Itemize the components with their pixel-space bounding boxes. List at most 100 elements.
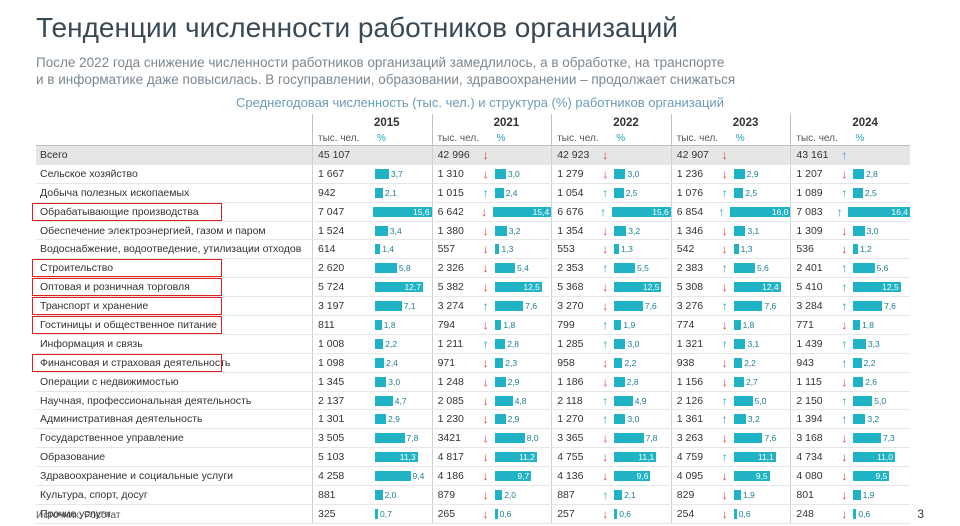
unit-percent-label: % — [735, 132, 745, 144]
share-bar-cell: 7,6 — [493, 297, 552, 315]
year-cell: 1 285 ↑ 3,0 — [551, 334, 671, 353]
share-bar — [853, 414, 866, 425]
share-bar — [733, 301, 763, 312]
arrow-down-icon: ↓ — [482, 166, 489, 181]
table-row: Культура, спорт, досуг 881 2,0 879 ↓ 2,0 887 ↑ 2… — [36, 486, 910, 505]
share-value: 5,0 — [754, 395, 767, 406]
headcount-value: 2 353 — [557, 262, 584, 275]
share-bar-cell: 1,9 — [612, 316, 671, 334]
headcount-value: 557 — [437, 243, 456, 256]
row-label: Здравоохранение и социальные услуги — [40, 470, 234, 483]
arrow-down-icon: ↓ — [841, 487, 848, 502]
arrow-down-icon: ↓ — [721, 242, 728, 257]
share-value: 1,8 — [862, 319, 874, 330]
arrow-down-icon: ↓ — [482, 280, 489, 295]
headcount-value: 553 — [557, 243, 575, 256]
year-cell: 1 207 ↓ 2,8 — [790, 164, 910, 183]
share-bar — [614, 433, 644, 444]
share-bar-cell: 2,5 — [612, 184, 671, 202]
arrow-up-icon: ↑ — [841, 336, 848, 351]
arrow-down-icon: ↓ — [841, 469, 848, 484]
share-bar-cell: 1,4 — [373, 240, 432, 258]
year-cell: 2 085 ↓ 4,8 — [431, 391, 552, 410]
share-bar-cell: 1,8 — [373, 316, 432, 334]
row-label: Операции с недвижимостью — [40, 375, 179, 388]
share-bar — [853, 168, 864, 179]
share-value: 2,9 — [388, 414, 400, 425]
arrow-down-icon: ↓ — [482, 393, 489, 408]
share-bar — [853, 508, 857, 519]
share-bar: 11,1 — [614, 452, 657, 463]
arrow-down-icon: ↓ — [602, 355, 609, 370]
year-cell: 6 642 ↓ 15,4 — [431, 202, 552, 221]
year-cell: 1 524 3,4 — [312, 221, 432, 240]
year-cell: 771 ↓ 1,8 — [790, 316, 910, 334]
arrow-up-icon: ↑ — [841, 261, 848, 276]
headcount-value: 1 345 — [318, 375, 345, 388]
headcount-value: 42 923 — [557, 148, 590, 161]
share-bar — [733, 395, 753, 406]
row-label: Научная, профессиональная деятельность — [40, 394, 252, 407]
headcount-value: 254 — [676, 507, 695, 520]
share-value: 16,0 — [771, 206, 789, 217]
headcount-value: 1 354 — [557, 224, 584, 237]
share-bar-cell: 2,0 — [493, 486, 552, 504]
share-bar — [375, 471, 411, 482]
year-cell: 5 103 11,3 — [312, 448, 432, 467]
share-bar-cell: 1,8 — [851, 316, 910, 334]
share-bar-cell: 1,9 — [851, 486, 910, 504]
row-label: Образование — [40, 451, 106, 464]
unit-header: тыс. чел.% — [431, 131, 552, 145]
year-cell: 1 321 ↑ 3,1 — [670, 334, 791, 353]
share-bar — [853, 489, 861, 500]
arrow-down-icon: ↓ — [602, 506, 609, 521]
arrow-up-icon: ↑ — [602, 336, 609, 351]
share-bar-cell: 3,0 — [851, 222, 910, 240]
headcount-value: 4 095 — [676, 470, 704, 483]
year-cell: 1 310 ↓ 3,0 — [431, 164, 552, 183]
headcount-value: 45 107 — [318, 148, 351, 161]
headcount-value: 3 197 — [318, 300, 345, 313]
share-bar-cell: 11,1 — [732, 448, 791, 466]
total-row: Всего 45 107 42 996 ↓ 42 923 ↓ 42 907 ↓ 43 161 ↑ — [36, 146, 910, 165]
share-bar-cell: 5,6 — [851, 259, 910, 277]
share-bar: 12,5 — [853, 282, 901, 293]
headcount-value: 2 085 — [437, 394, 464, 407]
share-value: 3,2 — [747, 414, 760, 425]
headcount-value: 1 270 — [557, 413, 584, 426]
share-bar: 12,5 — [494, 282, 542, 293]
unit-count-label: тыс. чел. — [796, 132, 838, 144]
year-cell: 2 118 ↑ 4,9 — [551, 391, 671, 410]
headcount-value: 1 301 — [318, 413, 345, 426]
share-bar — [733, 187, 744, 198]
share-value: 11,1 — [638, 452, 655, 463]
headcount-value: 1 115 — [796, 375, 822, 388]
share-bar — [494, 225, 507, 236]
share-bar-cell: 12,7 — [373, 278, 432, 296]
unit-header: тыс. чел.% — [790, 131, 910, 145]
share-value: 7,3 — [882, 433, 895, 444]
share-value: 2,2 — [385, 338, 398, 349]
share-bar — [853, 433, 881, 444]
year-cell: 557 ↓ 1,3 — [431, 240, 552, 259]
share-value: 7,6 — [764, 433, 777, 444]
year-cell: 2 137 4,7 — [312, 391, 432, 410]
share-bar — [494, 433, 525, 444]
unit-percent-label: % — [855, 132, 865, 144]
highlight-frame — [32, 278, 222, 297]
share-bar-cell: 12,5 — [851, 278, 910, 296]
year-cell: 1 186 ↓ 2,8 — [551, 372, 671, 391]
share-value: 4,9 — [634, 395, 647, 406]
share-value: 8,0 — [526, 433, 539, 444]
headcount-value: 1 098 — [318, 356, 345, 369]
headcount-value: 942 — [318, 186, 336, 199]
arrow-down-icon: ↓ — [482, 355, 489, 370]
arrow-down-icon: ↓ — [602, 431, 609, 446]
share-bar — [375, 263, 397, 274]
share-bar — [614, 395, 633, 406]
share-bar — [733, 338, 746, 349]
share-value: 1,8 — [742, 319, 755, 330]
arrow-up-icon: ↑ — [841, 355, 848, 370]
unit-spacer — [36, 131, 312, 145]
headcount-value: 3 505 — [318, 432, 345, 445]
